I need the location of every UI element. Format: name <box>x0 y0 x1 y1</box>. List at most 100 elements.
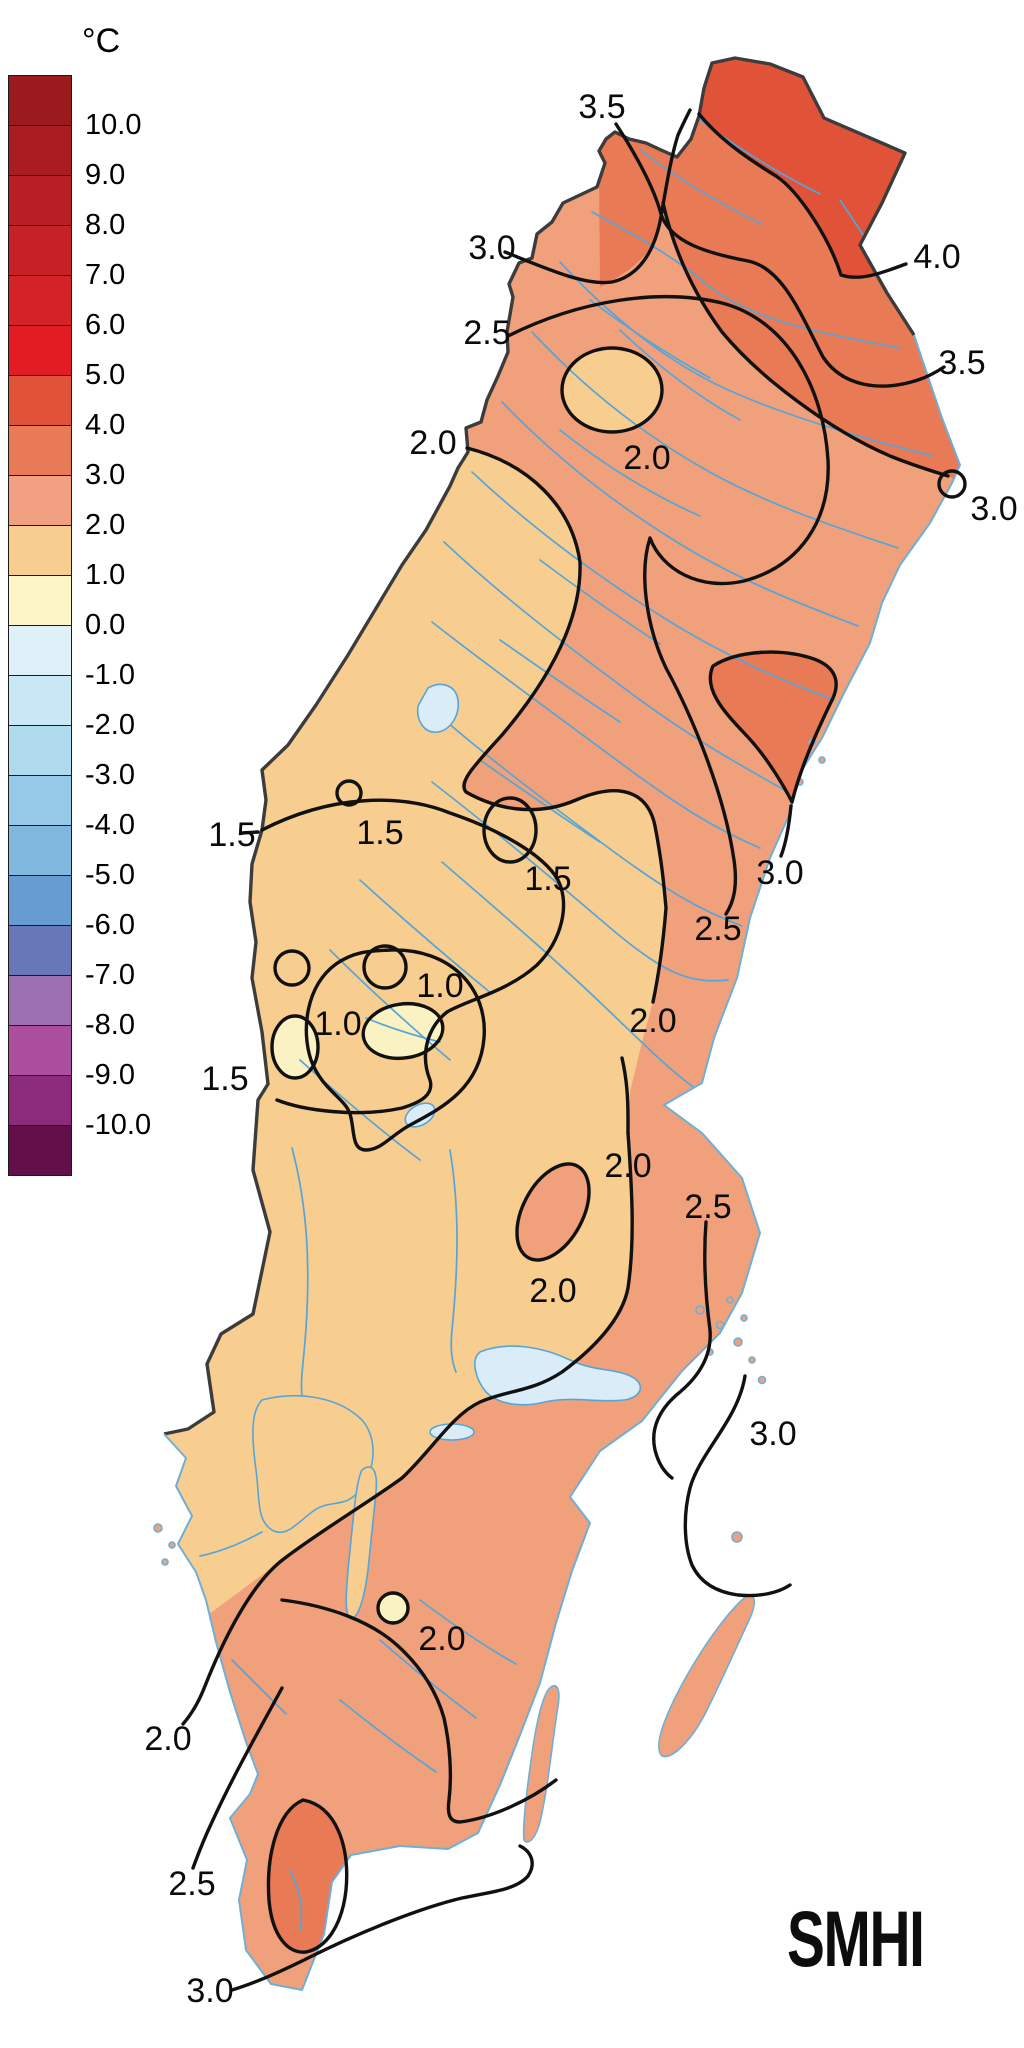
lake-storsjon <box>416 683 460 733</box>
legend-boundary-label: 6.0 <box>85 309 126 341</box>
contour-4-0 <box>697 112 908 279</box>
legend-boundary-label: -6.0 <box>85 909 135 941</box>
legend-boundary-label: 0.0 <box>85 609 126 641</box>
contour-label: 3.0 <box>749 1415 796 1453</box>
contour-label: 2.0 <box>144 1720 191 1758</box>
legend-boundary-label: -9.0 <box>85 1059 135 1091</box>
legend-boundary-label: 3.0 <box>85 459 126 491</box>
island-oland <box>522 1684 560 1843</box>
contour-label: 3.5 <box>938 344 985 382</box>
contour-label: 2.5 <box>694 910 741 948</box>
smhi-logo: SMHI <box>787 1894 925 1984</box>
contour-label: 3.0 <box>468 229 515 267</box>
contour-label: 2.0 <box>629 1002 676 1040</box>
contour-3-0-lulea-loop <box>937 469 967 499</box>
coastline <box>163 334 961 1991</box>
island-gotland <box>658 1594 756 1758</box>
contour-1-5 <box>260 798 566 1115</box>
contour-2-5-stockholm <box>652 1220 712 1480</box>
legend-boundary-label: 9.0 <box>85 159 126 191</box>
contour-3-0-south-sea <box>230 1844 534 1992</box>
contour-label: 1.0 <box>416 967 463 1005</box>
contour-3-0-nw <box>503 108 692 285</box>
lake-siljan <box>404 1102 436 1128</box>
legend-swatch <box>8 625 72 676</box>
contour-label: 4.0 <box>913 238 960 276</box>
contour-label: 1.5 <box>201 1060 248 1098</box>
contour-2-5-north <box>506 295 830 916</box>
legend-swatch <box>8 825 72 876</box>
legend-swatch <box>8 275 72 326</box>
contour-label: 3.0 <box>186 1972 233 2010</box>
contour-label: 3.0 <box>756 854 803 892</box>
legend-boundary-label: 5.0 <box>85 359 126 391</box>
legend-boundary-label: -3.0 <box>85 759 135 791</box>
legend-swatch <box>8 425 72 476</box>
contour-2-0-north <box>462 446 668 1004</box>
legend-boundary-label: 7.0 <box>85 259 126 291</box>
contour-label: 1.5 <box>524 860 571 898</box>
legend-swatch <box>8 1075 72 1126</box>
island-gotska-sandon <box>731 1531 743 1543</box>
contour-2-0-gavle <box>620 1056 630 1135</box>
legend-boundary-label: 2.0 <box>85 509 126 541</box>
legend-boundary-label: -7.0 <box>85 959 135 991</box>
legend-boundary-label: -4.0 <box>85 809 135 841</box>
legend-boundary-label: -10.0 <box>85 1109 152 1141</box>
lake-vanern <box>252 1394 374 1534</box>
legend-boundary-label: -5.0 <box>85 859 135 891</box>
legend-swatch <box>8 575 72 626</box>
contour-1-0-loop <box>304 948 486 1152</box>
contour-label: 1.0 <box>314 1005 361 1043</box>
contour-label: 2.5 <box>168 1865 215 1903</box>
legend-swatch <box>8 525 72 576</box>
legend-swatch <box>8 325 72 376</box>
contour-label: 1.5 <box>356 814 403 852</box>
contour-3-0-gotland <box>683 1374 792 1598</box>
legend-boundary-label: 10.0 <box>85 109 142 141</box>
legend-boundary-label: 4.0 <box>85 409 126 441</box>
legend-title: °C <box>82 22 121 60</box>
contour-label: 2.5 <box>463 314 510 352</box>
contour-label: 2.5 <box>684 1188 731 1226</box>
contour-label: 3.0 <box>970 490 1017 528</box>
contour-2-0-far-south <box>280 1598 558 1824</box>
contour-3-0-sundsvall <box>779 804 793 858</box>
contour-label: 2.0 <box>604 1147 651 1185</box>
legend-boundary-label: -1.0 <box>85 659 135 691</box>
river-lines <box>199 119 934 1931</box>
legend-swatch <box>8 175 72 226</box>
norway-finland-border <box>163 56 916 1436</box>
legend-boundary-label: -8.0 <box>85 1009 135 1041</box>
legend-swatch <box>8 675 72 726</box>
legend-swatch <box>8 725 72 776</box>
contour-label: 2.0 <box>409 424 456 462</box>
contour-label: 1.5 <box>208 816 255 854</box>
contour-3-5-north <box>614 122 946 388</box>
temperature-legend: °C 10.0 9.0 8.0 7.0 6.0 5.0 4.0 3.0 2.0 1.0 0.0 -1.… <box>0 0 200 1200</box>
contour-label: 2.0 <box>418 1620 465 1658</box>
legend-swatch <box>8 125 72 176</box>
contour-lines <box>181 108 967 1992</box>
legend-swatch <box>8 925 72 976</box>
legend-swatch <box>8 975 72 1026</box>
legend-swatch <box>8 475 72 526</box>
country-outline <box>163 56 961 1991</box>
contour-label: 2.0 <box>529 1272 576 1310</box>
legend-boundary-label: 8.0 <box>85 209 126 241</box>
contour-2-0-south <box>181 1131 634 1726</box>
contour-label: 2.0 <box>623 439 670 477</box>
legend-swatch <box>8 875 72 926</box>
legend-swatch <box>8 1025 72 1076</box>
legend-boundary-label: 1.0 <box>85 559 126 591</box>
legend-swatch <box>8 375 72 426</box>
legend-swatch <box>8 75 72 126</box>
islands <box>153 738 826 1843</box>
contour-value-labels: 3.5 3.0 4.0 2.5 3.5 2.0 2.0 3.0 1.5 1.5 3.0 1.5 2.5 1… <box>144 88 1017 2010</box>
legend-swatch <box>8 775 72 826</box>
legend-boundary-label: -2.0 <box>85 709 135 741</box>
contour-label: 3.5 <box>578 88 625 126</box>
contour-3-0-main <box>661 201 950 478</box>
